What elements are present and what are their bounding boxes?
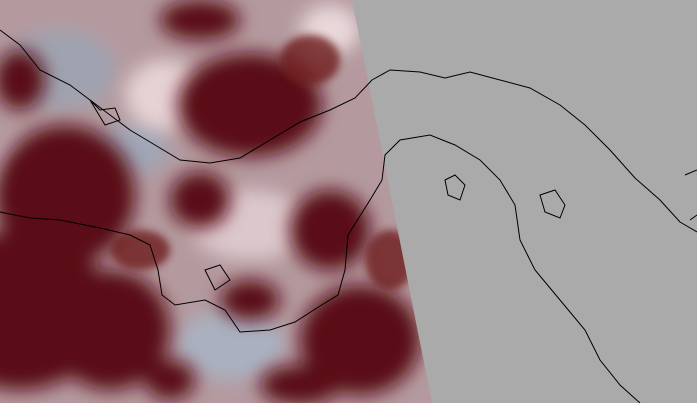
coastlines [0,29,697,403]
satellite-swath [0,0,432,403]
cloud-masses [0,0,420,403]
